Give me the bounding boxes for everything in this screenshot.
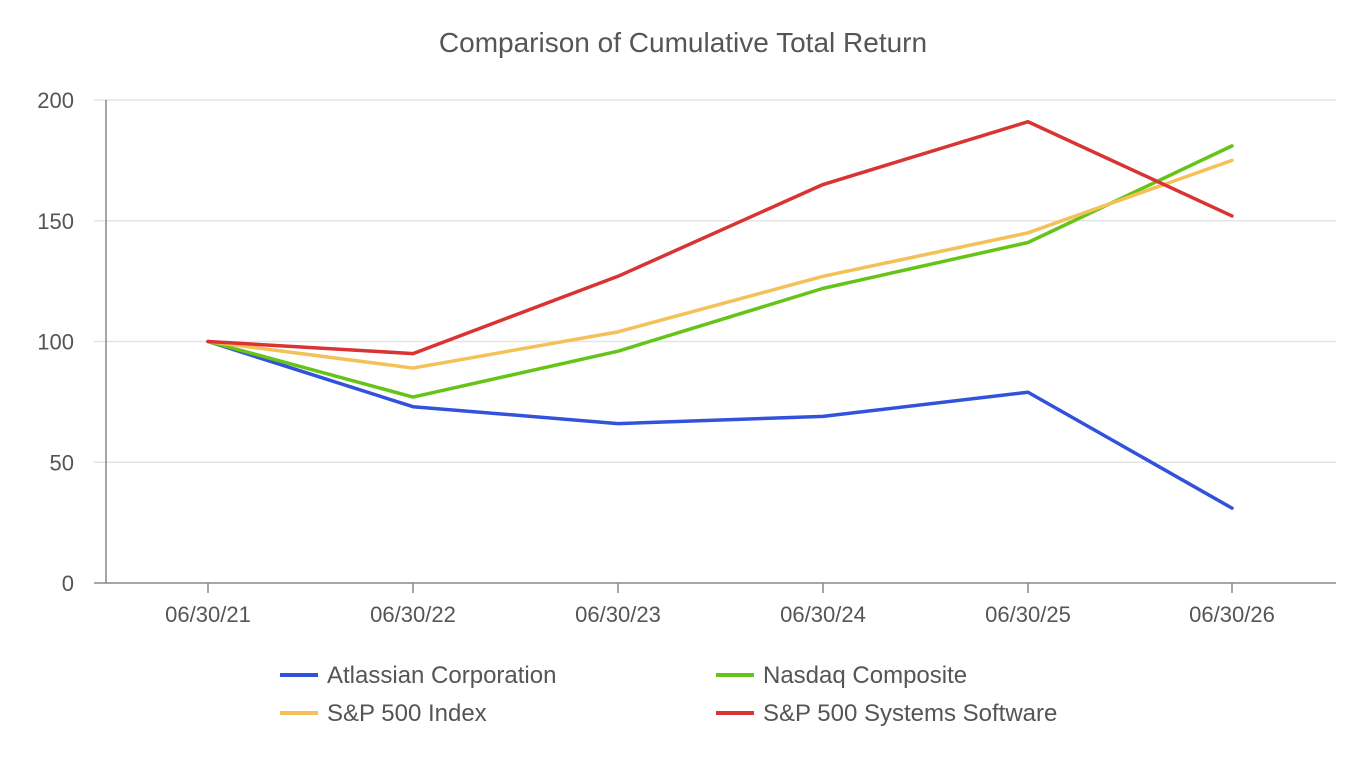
legend-item: S&P 500 Index — [280, 700, 487, 727]
x-tick-label: 06/30/21 — [165, 602, 251, 627]
legend-item: Nasdaq Composite — [716, 662, 967, 689]
x-tick-label: 06/30/25 — [985, 602, 1071, 627]
y-tick-label: 100 — [37, 330, 74, 355]
series-lines — [206, 119, 1234, 510]
legend-item: Atlassian Corporation — [280, 662, 556, 689]
legend-label: Nasdaq Composite — [763, 662, 967, 689]
grid — [94, 99, 1336, 463]
x-tick-label: 06/30/24 — [780, 602, 866, 627]
series-line-4 — [206, 119, 1234, 356]
x-tick-label: 06/30/26 — [1189, 602, 1275, 627]
x-tick-label: 06/30/22 — [370, 602, 456, 627]
axes: 0 50 100 150 200 06/30/21 06/30/22 06/30/23 06/3… — [37, 88, 1336, 627]
y-tick-label: 200 — [37, 88, 74, 113]
legend-label: S&P 500 Systems Software — [763, 700, 1057, 727]
y-tick-label: 50 — [50, 450, 74, 475]
x-tick-label: 06/30/23 — [575, 602, 661, 627]
series-line-1 — [206, 339, 1234, 510]
chart-title: Comparison of Cumulative Total Return — [439, 27, 927, 58]
legend: Atlassian Corporation Nasdaq Composite S&P… — [280, 662, 1057, 727]
y-tick-label: 150 — [37, 209, 74, 234]
legend-label: Atlassian Corporation — [327, 662, 556, 689]
legend-item: S&P 500 Systems Software — [716, 700, 1057, 727]
series-line-2 — [206, 144, 1234, 399]
legend-label: S&P 500 Index — [327, 700, 487, 727]
series-line-3 — [206, 158, 1234, 370]
y-tick-label: 0 — [62, 571, 74, 596]
